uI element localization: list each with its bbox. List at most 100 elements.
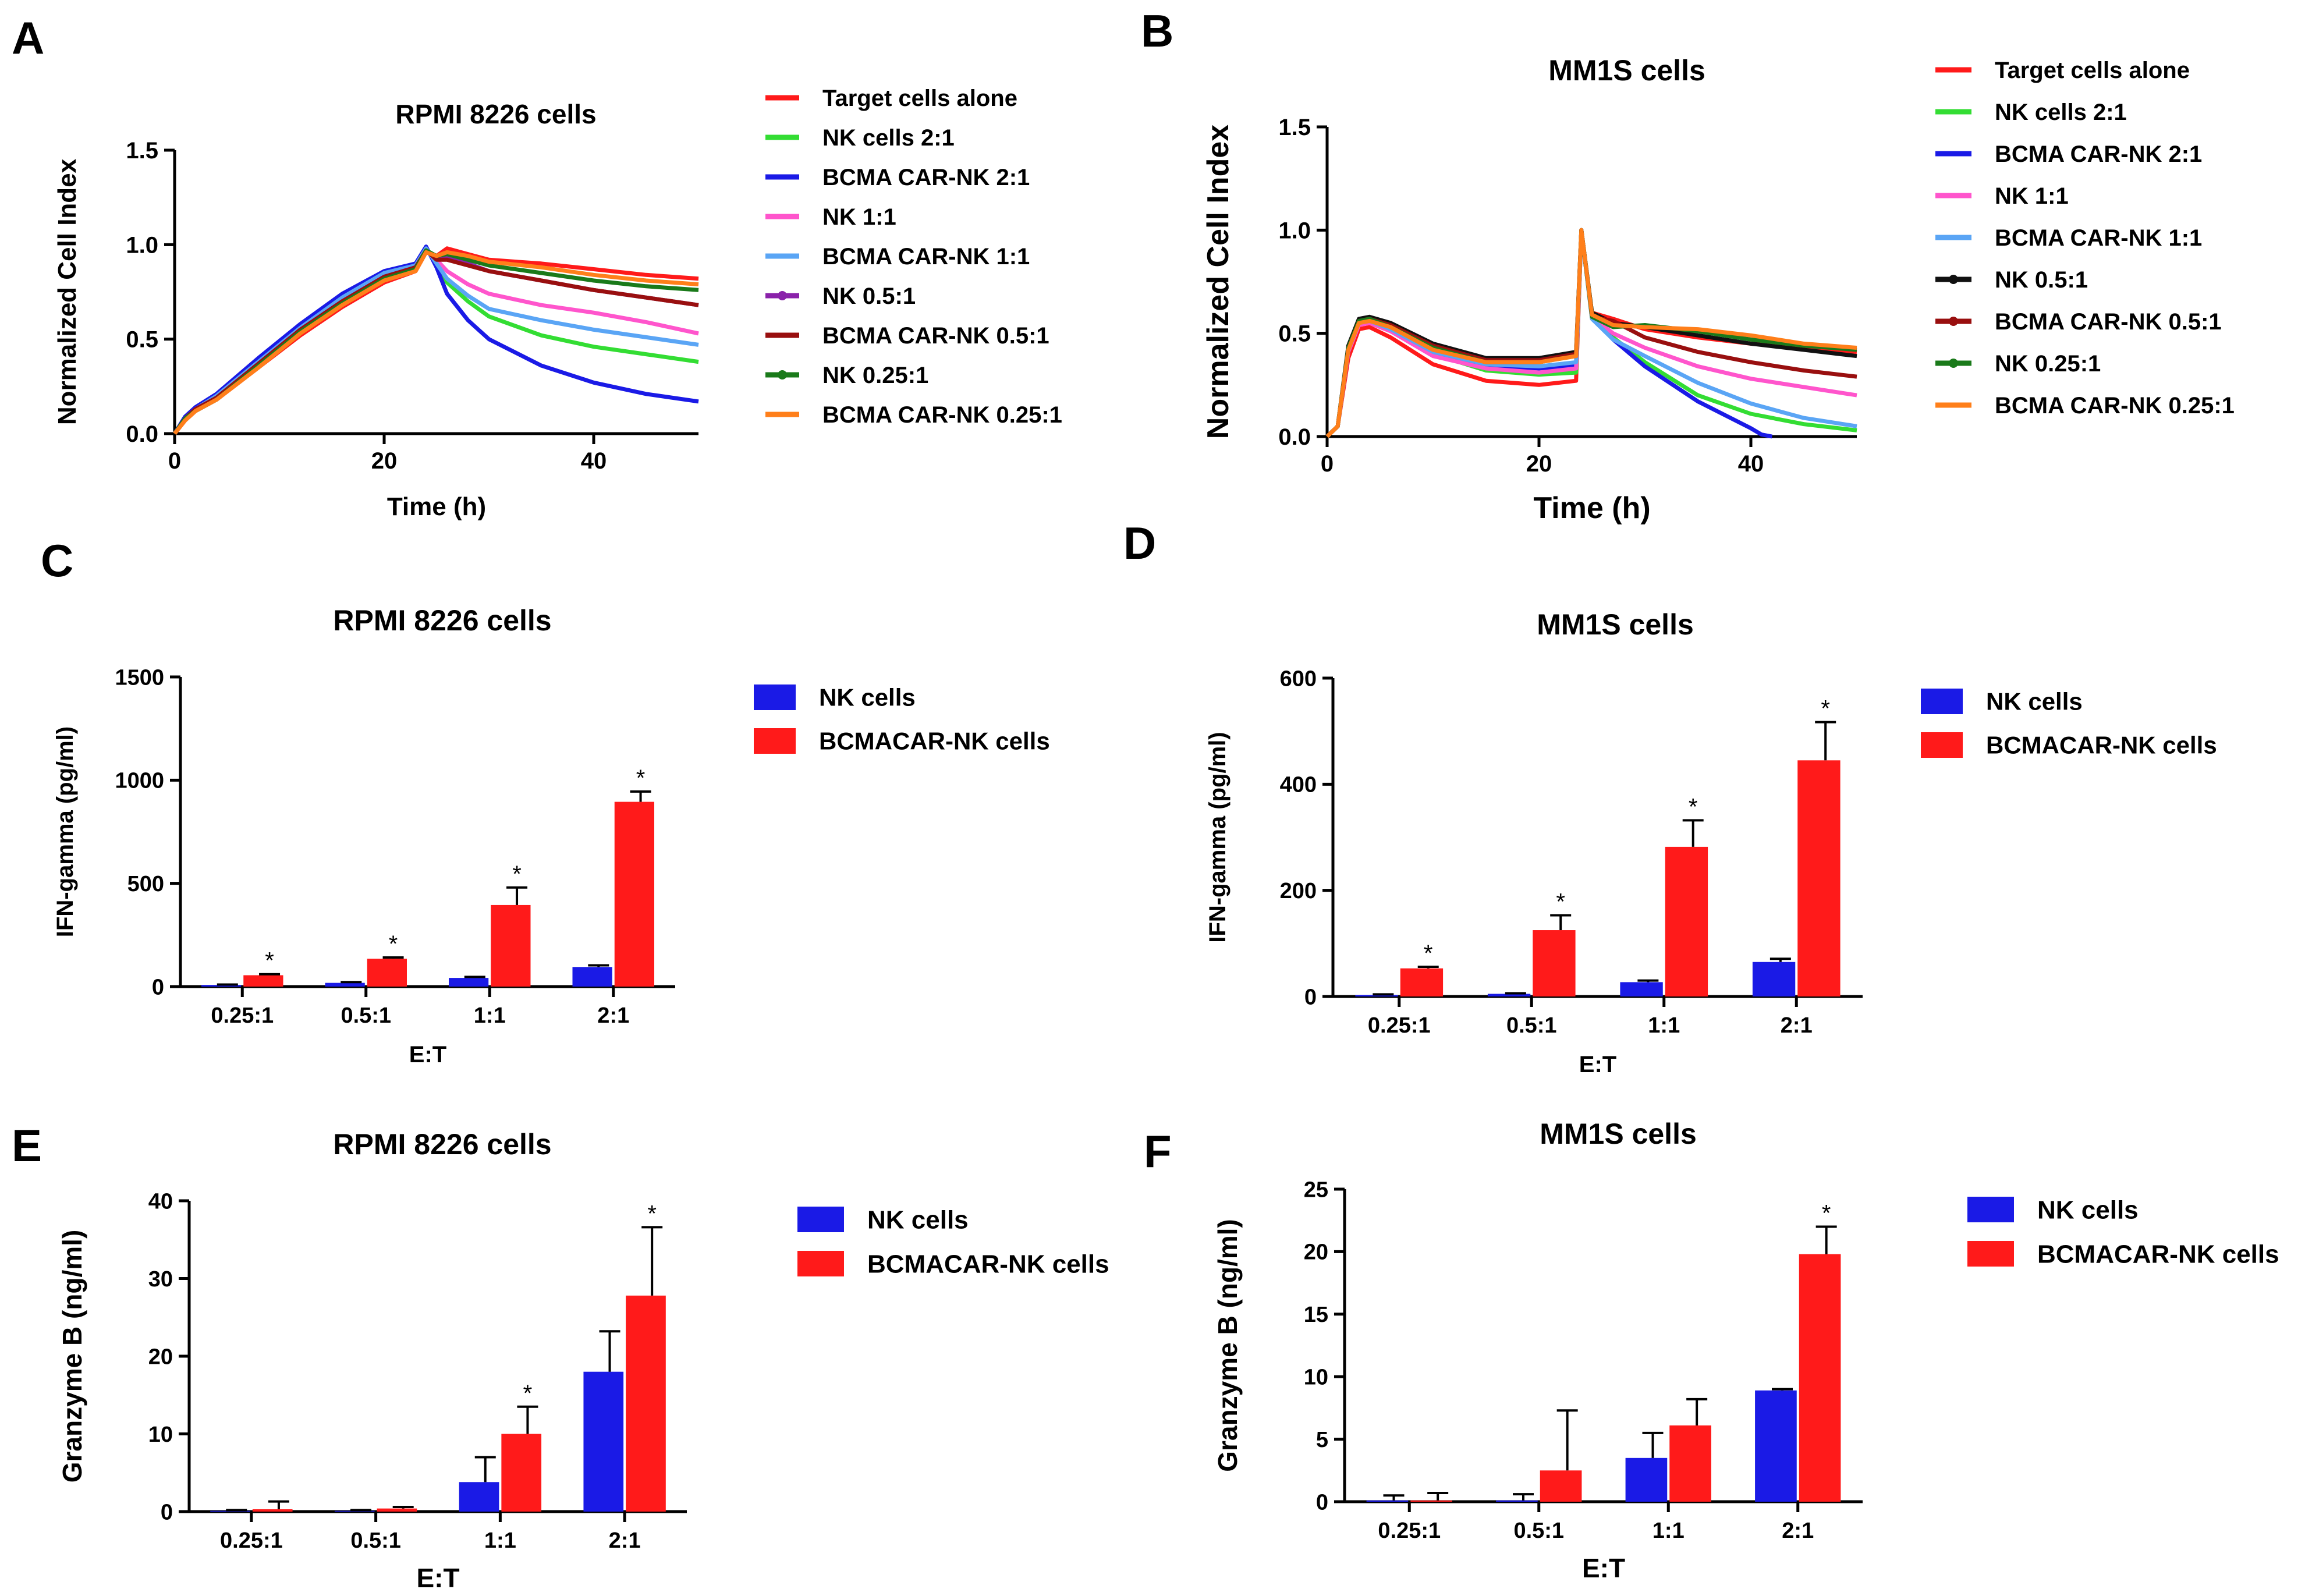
legend-label-2: BCMA CAR-NK 2:1 [822,165,1030,190]
bar-0-2 [449,978,489,987]
chart-title: MM1S cells [1540,1118,1697,1150]
bar-1-1 [367,959,407,987]
series-line-7 [1325,228,1857,438]
x-axis-label: E:T [416,1563,459,1593]
x-tick-label: 0.25:1 [220,1528,283,1553]
bar-1-0 [252,1509,293,1512]
significance-star: * [647,1201,657,1226]
y-axis-label: Granzyme B (ng/ml) [1212,1219,1243,1472]
bar-0-1 [334,1510,375,1512]
significance-star: * [1822,1200,1831,1226]
significance-star: * [1556,889,1565,915]
x-tick-label: 0.5:1 [1513,1519,1564,1543]
significance-star: * [1689,794,1698,820]
chart-d-mm1s-ifn-gamma: MM1S cells 0 200 400 600 IFN-gamma (pg/ml) E:T… [1205,608,2217,1077]
legend-swatch-0 [1967,1197,2014,1222]
bar-0-1 [1487,994,1531,996]
bar-0-0 [210,1510,250,1512]
y-tick-label: 0 [1304,985,1317,1009]
y-tick-label: 0.5 [126,327,158,353]
chart-c-rpmi-ifn-gamma: RPMI 8226 cells 0 500 1000 1500 IFN-gamma (pg… [52,604,1050,1067]
legend-marker-6 [1949,317,1958,326]
x-tick-label: 1:1 [484,1528,516,1553]
y-tick-label: 0 [152,975,164,999]
chart-a-rpmi-impedance: RPMI 8226 cells 0.0 0.5 1.0 1.5 Normalized Ce… [53,86,1062,521]
legend-marker-5 [1949,275,1958,284]
panel-label-f: F [1144,1126,1172,1177]
legend-swatch-0 [797,1207,844,1232]
chart-e-rpmi-granzyme-b: RPMI 8226 cells 0 10 20 30 40 Granzyme B (ng/m… [57,1128,1109,1593]
y-tick-label: 1000 [115,769,164,793]
legend-label-1: NK cells 2:1 [1995,100,2127,125]
x-tick-label: 0.5:1 [341,1003,391,1028]
x-tick-label: 40 [581,448,607,474]
chart-title: RPMI 8226 cells [333,1128,551,1161]
chart-title: RPMI 8226 cells [333,604,551,637]
series-line-8 [1325,228,1857,438]
legend-label-0: NK cells [819,684,916,711]
bar-1-0 [1400,968,1444,996]
bar-0-0 [1355,995,1398,996]
x-tick-label: 1:1 [474,1003,506,1028]
y-axis-label: Normalized Cell Index [53,158,81,425]
bar-0-3 [1755,1390,1797,1502]
significance-star: * [389,931,398,957]
legend-swatch-1 [797,1251,844,1276]
bar-1-2 [491,905,531,987]
x-axis-label: E:T [1582,1553,1625,1583]
legend-label-1: BCMACAR-NK cells [1986,732,2217,759]
bar-0-2 [1620,982,1663,996]
bar-0-0 [1366,1500,1409,1502]
y-tick-label: 200 [1280,879,1317,903]
panel-label-a: A [12,12,44,63]
legend-label-0: NK cells [1986,688,2083,715]
series-line-8 [173,250,699,435]
significance-star: * [1424,941,1433,966]
y-axis-label: IFN-gamma (pg/ml) [1205,732,1230,942]
y-tick-label: 30 [148,1267,173,1292]
legend-swatch-1 [754,728,796,754]
bar-1-3 [626,1295,666,1512]
y-tick-label: 1.5 [1278,115,1311,140]
significance-star: * [636,765,646,791]
bar-1-2 [1665,846,1708,996]
x-tick-label: 0 [168,448,181,474]
x-tick-label: 1:1 [1652,1519,1685,1543]
bar-0-2 [1625,1457,1668,1502]
legend-marker-7 [1949,359,1958,368]
x-tick-label: 20 [371,448,398,474]
y-tick-label: 1.0 [1278,218,1311,243]
legend-marker-7 [778,370,787,380]
legend-label-2: BCMA CAR-NK 2:1 [1995,141,2202,167]
x-tick-label: 2:1 [597,1003,629,1028]
legend-label-8: BCMA CAR-NK 0.25:1 [822,402,1062,428]
significance-star: * [512,861,522,887]
bar-1-0 [1410,1500,1452,1502]
y-tick-label: 10 [1304,1366,1328,1390]
legend-label-6: BCMA CAR-NK 0.5:1 [822,323,1049,349]
legend-swatch-0 [1921,689,1963,714]
legend-label-5: NK 0.5:1 [822,283,916,309]
bar-0-2 [459,1482,499,1512]
x-tick-label: 0.25:1 [1368,1013,1431,1038]
significance-star: * [523,1381,533,1406]
bar-0-3 [1752,962,1796,996]
bar-1-3 [1797,760,1841,996]
bar-1-1 [1540,1470,1582,1502]
x-axis-label: E:T [1579,1052,1616,1077]
bar-1-2 [501,1434,542,1512]
y-tick-label: 40 [148,1189,173,1214]
x-tick-label: 0 [1321,451,1334,477]
y-axis-label: Normalized Cell Index [1201,125,1235,439]
x-tick-label: 40 [1738,451,1764,477]
y-tick-label: 0.5 [1278,321,1311,347]
y-tick-label: 0 [1316,1490,1328,1515]
x-axis-label: Time (h) [1533,491,1650,525]
chart-title: MM1S cells [1548,54,1705,87]
bar-1-3 [1799,1254,1841,1502]
x-tick-label: 0.25:1 [1378,1519,1441,1543]
y-tick-label: 0.0 [126,421,158,447]
legend-label-4: BCMA CAR-NK 1:1 [822,244,1030,269]
legend-label-0: NK cells [2037,1196,2139,1224]
